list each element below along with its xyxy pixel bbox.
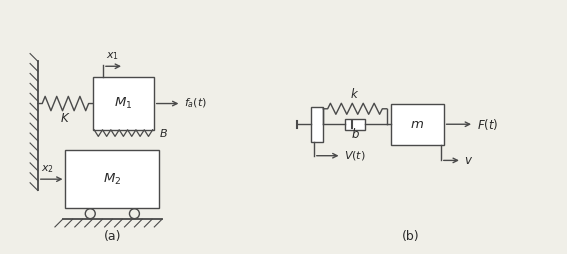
- Text: $K$: $K$: [60, 113, 71, 125]
- Text: $b$: $b$: [350, 127, 359, 141]
- Bar: [345, 119, 365, 130]
- Text: $M_2$: $M_2$: [103, 172, 121, 187]
- Text: $V(t)$: $V(t)$: [344, 149, 366, 162]
- Bar: [391, 104, 443, 145]
- Text: (b): (b): [401, 230, 419, 243]
- Bar: [311, 107, 323, 142]
- Bar: [65, 150, 159, 208]
- Text: $x_1$: $x_1$: [107, 51, 120, 62]
- Text: $m$: $m$: [411, 118, 424, 131]
- Text: $x_2$: $x_2$: [41, 163, 54, 175]
- Text: $k$: $k$: [350, 87, 359, 101]
- Text: $f_a(t)$: $f_a(t)$: [184, 97, 208, 110]
- Text: $M_1$: $M_1$: [114, 96, 133, 111]
- Text: $B$: $B$: [159, 127, 168, 139]
- Text: $v$: $v$: [464, 154, 473, 167]
- Bar: [93, 77, 154, 130]
- Text: $F(t)$: $F(t)$: [477, 117, 498, 132]
- Text: (a): (a): [104, 230, 121, 243]
